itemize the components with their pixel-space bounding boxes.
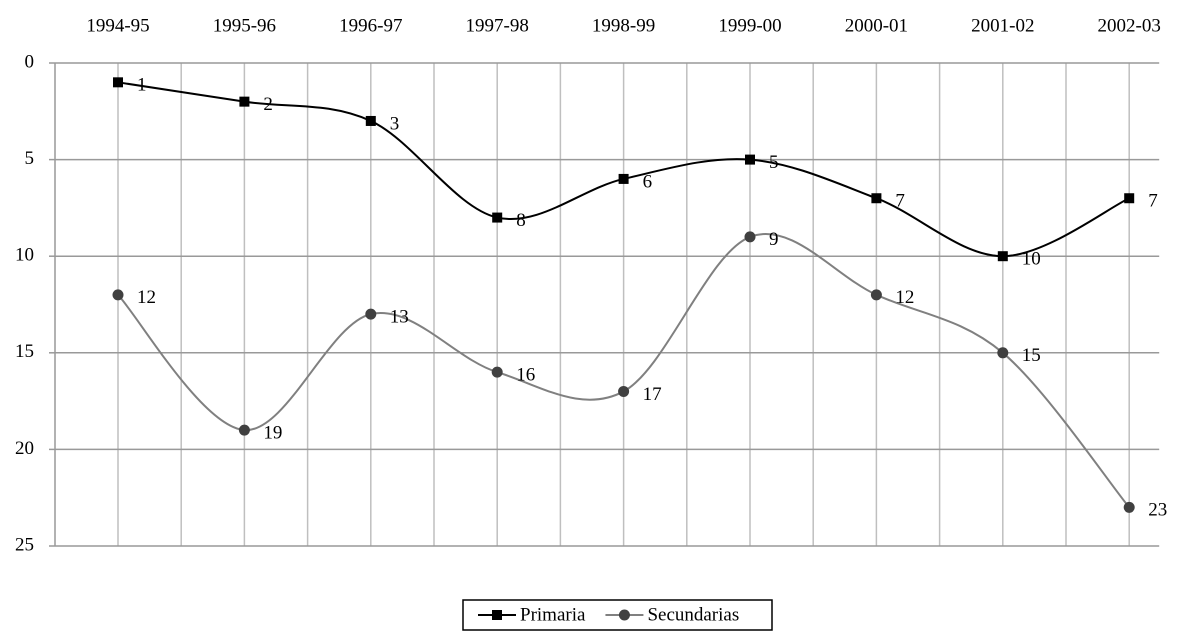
y-tick-label: 15 <box>15 341 34 362</box>
y-tick-label: 25 <box>15 534 34 555</box>
legend-label: Primaria <box>520 604 586 625</box>
marker <box>618 385 630 397</box>
data-label: 3 <box>390 113 400 134</box>
marker <box>365 115 376 126</box>
x-tick-label: 1998-99 <box>592 15 655 36</box>
data-label: 10 <box>1022 249 1041 270</box>
legend: Primaria Secundarias <box>462 599 773 631</box>
marker <box>238 424 250 436</box>
data-label: 17 <box>643 384 662 405</box>
x-tick-label: 1996-97 <box>339 15 402 36</box>
marker <box>1124 193 1135 204</box>
marker <box>492 212 503 223</box>
x-tick-label: 1995-96 <box>213 15 276 36</box>
data-label: 23 <box>1148 500 1167 521</box>
data-label: 7 <box>895 191 905 212</box>
data-label: 1 <box>137 75 147 96</box>
marker <box>745 154 755 165</box>
marker <box>112 289 124 301</box>
y-tick-label: 10 <box>15 245 34 266</box>
x-tick-label: 2001-02 <box>971 15 1034 36</box>
x-tick-label: 2002-03 <box>1098 15 1161 36</box>
marker <box>365 308 377 320</box>
data-label: 12 <box>895 287 914 308</box>
data-label: 12 <box>137 287 156 308</box>
x-tick-label: 1997-98 <box>466 15 529 36</box>
x-tick-label: 1994-95 <box>86 15 149 36</box>
marker <box>492 610 502 620</box>
y-tick-label: 0 <box>25 51 35 72</box>
data-label: 13 <box>390 307 409 328</box>
marker <box>871 193 882 204</box>
legend-label: Secundarias <box>647 604 739 625</box>
marker <box>744 231 756 243</box>
marker <box>491 366 503 378</box>
data-label: 2 <box>263 94 273 115</box>
data-label: 9 <box>769 229 779 250</box>
x-tick-label: 1999-00 <box>718 15 781 36</box>
marker <box>618 173 629 184</box>
data-label: 7 <box>1148 191 1158 212</box>
data-label: 5 <box>769 152 779 173</box>
x-tick-label: 2000-01 <box>845 15 908 36</box>
marker <box>1123 501 1135 513</box>
marker <box>618 609 630 621</box>
marker <box>239 96 250 107</box>
data-label: 6 <box>643 171 653 192</box>
marker <box>997 251 1008 262</box>
marker <box>113 77 123 88</box>
data-label: 16 <box>516 364 535 385</box>
marker <box>870 289 882 301</box>
data-label: 19 <box>263 422 282 443</box>
y-tick-label: 20 <box>15 438 34 459</box>
y-tick-label: 5 <box>25 148 35 169</box>
data-label: 8 <box>516 210 526 231</box>
data-label: 15 <box>1022 345 1041 366</box>
marker <box>997 347 1009 359</box>
